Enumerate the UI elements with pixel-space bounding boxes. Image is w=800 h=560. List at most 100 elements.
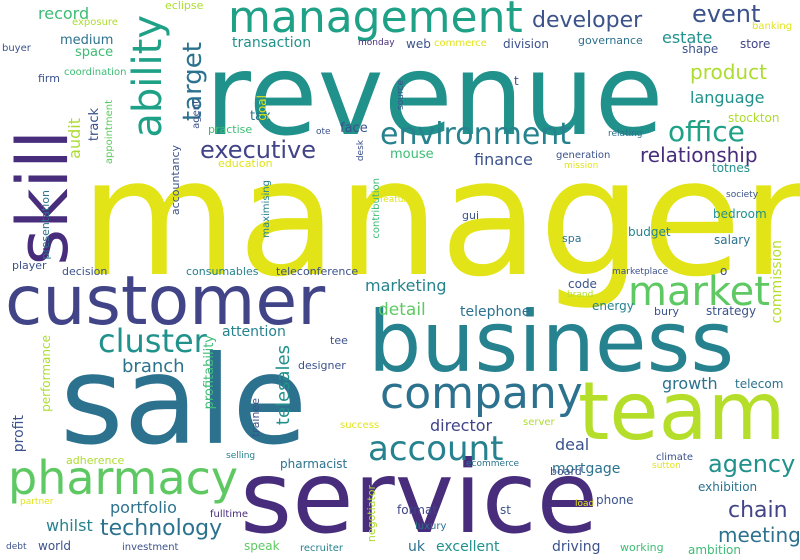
word-selling: selling bbox=[226, 451, 256, 461]
word-office: office bbox=[668, 115, 745, 148]
word-branch: branch bbox=[122, 356, 185, 377]
word-commission: commission bbox=[769, 240, 785, 324]
word-manager: manager bbox=[80, 125, 800, 313]
word-event: event bbox=[692, 0, 761, 28]
word-customer: customer bbox=[5, 262, 326, 341]
word-environment: environment bbox=[380, 117, 572, 152]
word-practise: practise bbox=[208, 123, 253, 136]
word-desk: desk bbox=[356, 140, 366, 162]
word-performance: performance bbox=[39, 335, 53, 412]
word-designer: designer bbox=[298, 359, 346, 372]
word-debt: debt bbox=[6, 542, 27, 552]
word-space: space bbox=[75, 45, 114, 60]
word-accountancy: accountancy bbox=[169, 145, 182, 216]
word-agency: agency bbox=[708, 450, 796, 478]
word-investment: investment bbox=[122, 542, 179, 553]
word-audit: audit bbox=[65, 118, 84, 159]
word-server: server bbox=[523, 417, 555, 428]
word-bedroom: bedroom bbox=[713, 207, 767, 221]
word-buyer: buyer bbox=[2, 43, 31, 54]
word-agent: agent bbox=[191, 100, 202, 129]
word-portfolio: portfolio bbox=[110, 498, 177, 517]
word-budget: budget bbox=[628, 225, 671, 239]
word-player: player bbox=[12, 259, 47, 272]
word-luxury: luxury bbox=[415, 521, 447, 532]
word-commerce: commerce bbox=[434, 38, 487, 49]
word-excellent: excellent bbox=[436, 539, 500, 555]
word-mouse: mouse bbox=[390, 147, 434, 162]
word-driving: driving bbox=[552, 539, 601, 555]
word-climate: climate bbox=[656, 452, 693, 463]
word-attention: attention bbox=[222, 324, 286, 340]
word-face: face bbox=[340, 121, 368, 136]
word-banking: banking bbox=[752, 21, 793, 32]
word-pharmacist: pharmacist bbox=[280, 457, 348, 471]
word-telecom: telecom bbox=[735, 377, 784, 391]
word-mortgage: mortgage bbox=[552, 461, 621, 477]
word-education: education bbox=[218, 157, 273, 170]
word-governance: governance bbox=[578, 34, 643, 47]
word-board: board bbox=[550, 465, 582, 478]
word-goal: goal bbox=[255, 95, 269, 121]
word-sale: sale bbox=[60, 330, 308, 472]
word-uk: uk bbox=[408, 539, 425, 555]
word-telesales: telesales bbox=[273, 345, 294, 426]
word-growth: growth bbox=[662, 374, 718, 393]
word-executive: executive bbox=[200, 136, 317, 164]
word-product: product bbox=[690, 60, 767, 84]
word-presentation: presentation bbox=[39, 190, 52, 260]
word-ote: ote bbox=[316, 127, 331, 137]
word-medium: medium bbox=[60, 33, 114, 48]
word-revenue: revenue bbox=[205, 31, 664, 161]
word-maximising: maximising bbox=[261, 180, 272, 238]
word-ability: ability bbox=[125, 15, 171, 138]
word-track: track bbox=[87, 108, 102, 142]
word-team: team bbox=[578, 365, 786, 458]
word-speak: speak bbox=[244, 539, 280, 553]
word-brand: brand bbox=[567, 290, 594, 300]
word-strategy: strategy bbox=[706, 304, 757, 318]
word-partner: partner bbox=[20, 497, 54, 507]
word-exhibition: exhibition bbox=[698, 480, 758, 494]
word-division: division bbox=[503, 37, 549, 51]
word-account: account bbox=[368, 429, 504, 469]
word-code: code bbox=[568, 277, 597, 291]
word-generation: generation bbox=[556, 150, 611, 161]
word-source: source bbox=[396, 80, 406, 110]
word-business: business bbox=[368, 293, 735, 391]
word-marketplace: marketplace bbox=[612, 267, 669, 277]
word-shape: shape bbox=[682, 42, 719, 56]
word-deal: deal bbox=[555, 435, 590, 454]
word-format: format bbox=[397, 503, 438, 517]
word-salary: salary bbox=[714, 233, 751, 247]
word-relating: relating bbox=[608, 129, 643, 139]
word-relationship: relationship bbox=[640, 143, 758, 167]
word-consumables: consumables bbox=[186, 265, 259, 278]
word-marketing: marketing bbox=[365, 276, 447, 295]
word-transaction: transaction bbox=[232, 35, 312, 51]
word-store: store bbox=[740, 37, 771, 51]
word-technology: technology bbox=[100, 516, 223, 541]
word-profitability: profitability bbox=[202, 335, 217, 410]
word-trainee: trainee bbox=[249, 398, 262, 438]
word-bury: bury bbox=[654, 305, 679, 318]
word-meeting: meeting bbox=[718, 523, 800, 547]
word-estate: estate bbox=[662, 28, 713, 47]
word-firm: firm bbox=[38, 72, 60, 85]
word-ecommerce: ecommerce bbox=[466, 459, 520, 469]
word-mission: mission bbox=[564, 161, 599, 171]
word-ambition: ambition bbox=[688, 543, 741, 557]
word-recruiter: recruiter bbox=[300, 543, 343, 554]
word-society: society bbox=[726, 190, 759, 200]
word-exposure: exposure bbox=[72, 17, 118, 28]
word-monday: monday bbox=[358, 38, 395, 48]
word-gui: gui bbox=[462, 209, 480, 222]
word-service: service bbox=[240, 439, 599, 556]
word-company: company bbox=[380, 368, 583, 419]
word-tax: tax bbox=[250, 109, 271, 124]
word-stockton: stockton bbox=[728, 111, 780, 125]
word-chain: chain bbox=[728, 498, 788, 523]
word-developer: developer bbox=[532, 8, 643, 33]
word-language: language bbox=[690, 88, 765, 107]
